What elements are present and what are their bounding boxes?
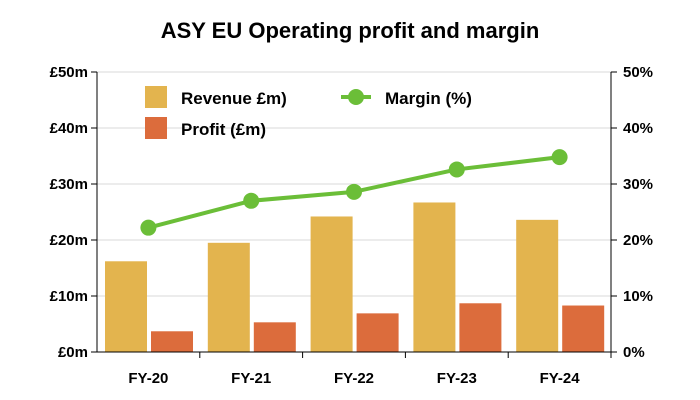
margin-point xyxy=(243,192,260,209)
profit-bar xyxy=(151,331,193,352)
revenue-bar xyxy=(105,261,147,352)
left-axis-tick-label: £0m xyxy=(58,344,88,361)
right-axis-tick-label: 10% xyxy=(623,288,653,305)
legend-label-margin: Margin (%) xyxy=(385,89,472,108)
bar-series xyxy=(105,202,605,352)
left-axis-tick-label: £50m xyxy=(50,64,88,81)
chart-title: ASY EU Operating profit and margin xyxy=(160,18,540,43)
right-axis-tick-label: 0% xyxy=(623,344,645,361)
margin-point xyxy=(140,219,157,236)
legend: Revenue £m) Profit (£m) Margin (%) xyxy=(145,86,472,139)
profit-bar xyxy=(562,305,605,352)
left-axis-tick-label: £10m xyxy=(50,288,88,305)
x-axis-category-label: FY-20 xyxy=(128,370,168,387)
tick-labels: £0m £10m £20m £30m £40m £50m 0% 10% 20% 30% 40% 50%… xyxy=(50,64,653,387)
right-axis-tick-label: 50% xyxy=(623,64,653,81)
right-axis-tick-label: 30% xyxy=(623,176,653,193)
right-axis-tick-label: 40% xyxy=(623,120,653,137)
revenue-bar xyxy=(516,219,559,352)
margin-point xyxy=(346,183,362,200)
revenue-bar xyxy=(413,202,456,352)
x-axis-category-label: FY-23 xyxy=(437,370,477,387)
revenue-bar xyxy=(207,242,250,352)
left-axis-tick-label: £20m xyxy=(50,232,88,249)
profit-bar xyxy=(356,313,399,352)
margin-point xyxy=(551,149,568,166)
revenue-bar xyxy=(310,216,353,352)
x-axis-category-label: FY-21 xyxy=(231,370,271,387)
left-axis-tick-label: £30m xyxy=(50,176,88,193)
margin-line-series xyxy=(140,149,568,236)
legend-swatch-profit xyxy=(145,117,167,139)
profit-bar xyxy=(459,303,502,352)
axes xyxy=(91,71,617,358)
legend-marker-margin xyxy=(348,89,364,105)
x-axis-category-label: FY-24 xyxy=(540,370,581,387)
left-axis-tick-label: £40m xyxy=(50,120,88,137)
legend-label-profit: Profit (£m) xyxy=(181,120,266,139)
right-axis-tick-label: 20% xyxy=(623,232,653,249)
profit-bar xyxy=(253,322,296,352)
legend-swatch-revenue xyxy=(145,86,167,108)
margin-point xyxy=(448,161,465,178)
legend-label-revenue: Revenue £m) xyxy=(181,89,287,108)
x-axis-category-label: FY-22 xyxy=(334,370,374,387)
